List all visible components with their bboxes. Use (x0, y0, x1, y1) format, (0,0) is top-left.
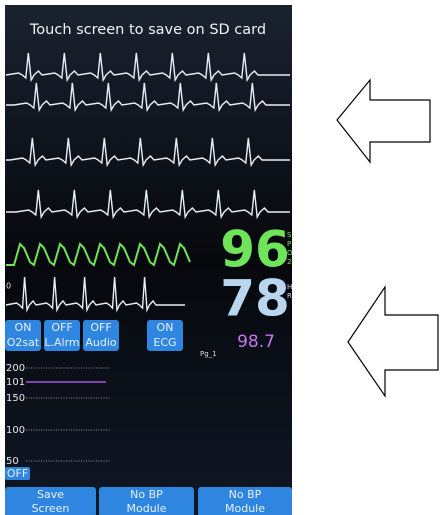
ecg-trace (6, 82, 290, 113)
spo2-label: S P O 2 (287, 231, 293, 266)
letter: R (287, 292, 292, 300)
letter: 2 (287, 258, 291, 266)
trend-off-text: OFF (7, 467, 28, 480)
page-label: Pg_1 (200, 350, 217, 358)
letter: S (287, 231, 292, 239)
ecg-trace (6, 137, 290, 168)
pleth-trace (6, 242, 191, 267)
trend-off-button[interactable] (5, 467, 30, 480)
letter: O (287, 249, 293, 257)
trend-label: 100 (6, 425, 25, 436)
trend-label: 150 (6, 393, 25, 404)
footer-button[interactable] (99, 487, 194, 515)
spo2-value: 96 (220, 221, 290, 279)
footer-button[interactable] (5, 487, 96, 515)
letter: H (287, 283, 292, 291)
footer-button-text: Module (225, 502, 265, 515)
button-state: OFF (51, 321, 72, 334)
arrow-icon (336, 78, 431, 164)
ecg-trace (5, 52, 290, 83)
ecg-trace (5, 276, 185, 313)
footer-button-text: No BP (130, 488, 163, 501)
button-label: O2sat (7, 336, 40, 349)
hr-label: H R (287, 283, 292, 300)
button-label: L.Alrm (44, 336, 79, 349)
hr-value: 78 (220, 270, 290, 328)
toggle-button[interactable] (5, 320, 41, 351)
toggle-buttons: ON O2sat OFF L.Alrm OFF Audio ON ECG (5, 320, 183, 351)
temp-value: 98.7 (237, 332, 275, 352)
toggle-button[interactable] (147, 320, 183, 351)
trend-label: 200 (6, 363, 25, 374)
footer-button-text: Save (37, 488, 64, 501)
button-label: Audio (85, 336, 117, 349)
wave-zero: 0 (6, 282, 11, 291)
button-state: OFF (90, 321, 111, 334)
button-state: ON (157, 321, 174, 334)
waveforms (5, 52, 290, 313)
ecg-trace (6, 189, 290, 220)
arrow-icon (347, 285, 439, 398)
button-label: ECG (153, 336, 176, 349)
letter: P (287, 240, 291, 248)
toggle-button[interactable] (83, 320, 119, 351)
footer-button[interactable] (198, 487, 292, 515)
toggle-button[interactable] (44, 320, 80, 351)
footer-button-text: Screen (32, 502, 70, 515)
title: Touch screen to save on SD card (29, 22, 266, 38)
button-state: ON (15, 321, 32, 334)
trend-label: 50 (6, 456, 19, 467)
footer-button-text: No BP (229, 488, 262, 501)
trend-area: 200 101 150 100 50 (6, 363, 110, 467)
trend-label: 101 (6, 377, 25, 388)
footer-button-text: Module (127, 502, 167, 515)
